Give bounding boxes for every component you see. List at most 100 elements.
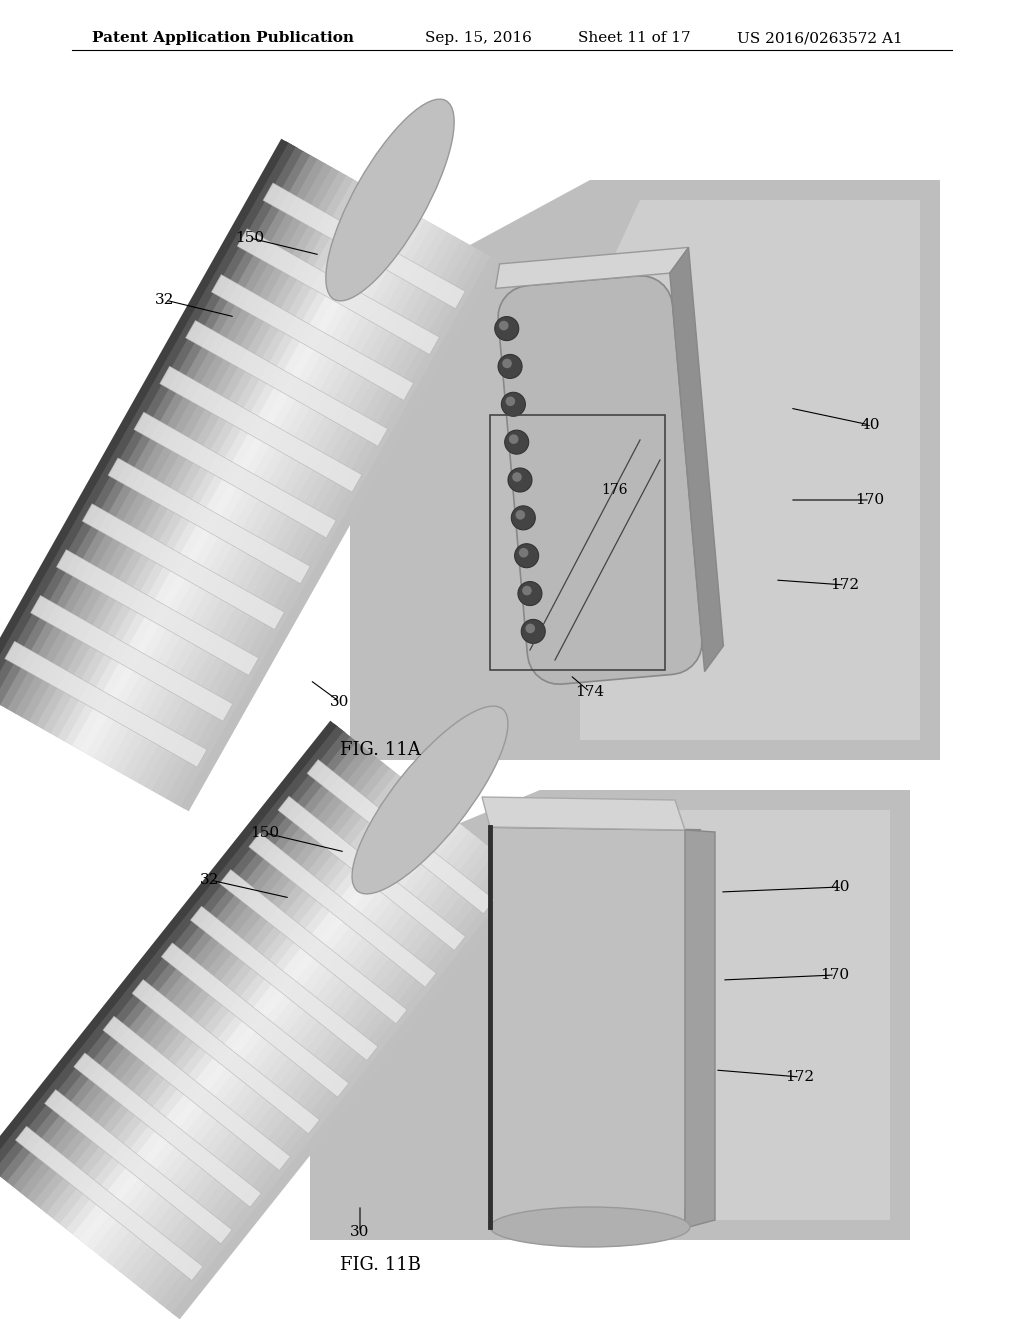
Text: 30: 30	[331, 696, 349, 709]
Polygon shape	[57, 187, 376, 742]
Polygon shape	[132, 979, 319, 1134]
Text: FIG. 11A: FIG. 11A	[340, 741, 421, 759]
Circle shape	[498, 355, 522, 379]
Text: 32: 32	[156, 293, 175, 308]
Circle shape	[509, 434, 518, 444]
Polygon shape	[310, 789, 910, 1239]
Polygon shape	[65, 191, 383, 746]
Polygon shape	[0, 731, 351, 1177]
Text: 172: 172	[785, 1071, 814, 1084]
Circle shape	[508, 469, 532, 492]
Polygon shape	[40, 768, 397, 1214]
Circle shape	[502, 359, 512, 368]
Circle shape	[505, 430, 528, 454]
Polygon shape	[80, 800, 437, 1246]
Polygon shape	[50, 183, 369, 738]
Polygon shape	[119, 832, 477, 1278]
Circle shape	[515, 510, 525, 520]
Polygon shape	[33, 763, 391, 1209]
Polygon shape	[93, 810, 451, 1257]
Circle shape	[519, 548, 528, 557]
Ellipse shape	[326, 99, 455, 301]
Polygon shape	[7, 742, 365, 1188]
Polygon shape	[172, 874, 529, 1319]
Polygon shape	[160, 366, 361, 492]
Polygon shape	[67, 789, 424, 1236]
Polygon shape	[116, 220, 434, 775]
Text: Sheet 11 of 17: Sheet 11 of 17	[578, 30, 690, 45]
Text: 170: 170	[820, 968, 850, 982]
Circle shape	[525, 623, 536, 634]
Circle shape	[499, 321, 509, 330]
Polygon shape	[0, 150, 311, 706]
Polygon shape	[14, 164, 333, 718]
Polygon shape	[580, 201, 920, 741]
Circle shape	[521, 619, 545, 643]
Polygon shape	[134, 412, 336, 539]
Polygon shape	[99, 816, 457, 1262]
Polygon shape	[490, 828, 700, 1228]
Ellipse shape	[490, 1206, 690, 1247]
Polygon shape	[166, 869, 523, 1313]
Polygon shape	[350, 180, 940, 760]
Polygon shape	[43, 180, 361, 734]
Polygon shape	[498, 276, 701, 684]
Circle shape	[515, 544, 539, 568]
Polygon shape	[5, 642, 207, 767]
Text: Sep. 15, 2016: Sep. 15, 2016	[425, 30, 531, 45]
Polygon shape	[496, 247, 688, 288]
Polygon shape	[482, 797, 685, 830]
Circle shape	[512, 473, 522, 482]
Polygon shape	[7, 158, 326, 714]
Polygon shape	[159, 863, 516, 1309]
Polygon shape	[59, 784, 418, 1230]
Polygon shape	[73, 795, 430, 1241]
Ellipse shape	[352, 706, 508, 894]
Polygon shape	[113, 826, 470, 1272]
Polygon shape	[144, 236, 463, 791]
Polygon shape	[190, 907, 378, 1060]
Polygon shape	[278, 796, 465, 950]
Text: FIG. 11B: FIG. 11B	[340, 1257, 421, 1274]
Circle shape	[495, 317, 519, 341]
Polygon shape	[126, 837, 483, 1283]
Text: 40: 40	[830, 880, 850, 894]
Polygon shape	[94, 207, 413, 763]
Circle shape	[506, 396, 515, 407]
Polygon shape	[13, 747, 371, 1193]
Polygon shape	[173, 252, 492, 808]
Polygon shape	[0, 723, 526, 1316]
Polygon shape	[0, 147, 304, 701]
Polygon shape	[685, 830, 715, 1228]
Text: 174: 174	[575, 685, 604, 700]
Polygon shape	[0, 723, 346, 1173]
Text: 30: 30	[350, 1225, 370, 1239]
Polygon shape	[0, 143, 297, 697]
Polygon shape	[0, 154, 318, 710]
Polygon shape	[238, 228, 439, 355]
Polygon shape	[73, 195, 390, 750]
Polygon shape	[103, 1016, 291, 1171]
Polygon shape	[86, 805, 443, 1251]
Polygon shape	[101, 213, 420, 767]
Polygon shape	[249, 833, 436, 987]
Polygon shape	[159, 244, 477, 799]
Polygon shape	[130, 228, 449, 783]
Polygon shape	[109, 458, 310, 583]
Polygon shape	[0, 141, 495, 809]
Polygon shape	[15, 1126, 203, 1280]
Polygon shape	[0, 139, 290, 693]
Circle shape	[522, 586, 531, 595]
Polygon shape	[490, 810, 890, 1220]
Polygon shape	[166, 248, 484, 803]
Polygon shape	[22, 168, 340, 722]
Circle shape	[511, 506, 536, 529]
Bar	[490, 414, 665, 671]
Polygon shape	[0, 141, 298, 698]
Polygon shape	[56, 549, 259, 676]
Text: 176: 176	[602, 483, 629, 498]
Polygon shape	[27, 758, 384, 1204]
Polygon shape	[307, 759, 495, 913]
Text: 150: 150	[251, 826, 280, 840]
Polygon shape	[180, 256, 499, 812]
